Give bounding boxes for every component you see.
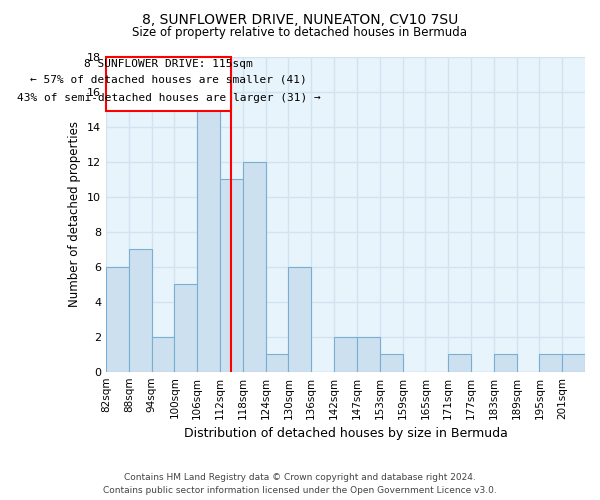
Bar bbox=[562, 354, 585, 372]
Text: 8 SUNFLOWER DRIVE: 115sqm: 8 SUNFLOWER DRIVE: 115sqm bbox=[85, 60, 253, 70]
X-axis label: Distribution of detached houses by size in Bermuda: Distribution of detached houses by size … bbox=[184, 427, 508, 440]
Bar bbox=[448, 354, 471, 372]
Text: 43% of semi-detached houses are larger (31) →: 43% of semi-detached houses are larger (… bbox=[17, 92, 320, 102]
Bar bbox=[494, 354, 517, 372]
Text: Contains HM Land Registry data © Crown copyright and database right 2024.
Contai: Contains HM Land Registry data © Crown c… bbox=[103, 474, 497, 495]
Bar bbox=[152, 336, 175, 372]
Bar bbox=[289, 266, 311, 372]
FancyBboxPatch shape bbox=[106, 56, 232, 111]
Bar bbox=[243, 162, 266, 372]
Bar bbox=[129, 249, 152, 372]
Text: ← 57% of detached houses are smaller (41): ← 57% of detached houses are smaller (41… bbox=[31, 74, 307, 85]
Bar bbox=[334, 336, 357, 372]
Bar bbox=[266, 354, 289, 372]
Text: 8, SUNFLOWER DRIVE, NUNEATON, CV10 7SU: 8, SUNFLOWER DRIVE, NUNEATON, CV10 7SU bbox=[142, 12, 458, 26]
Bar bbox=[380, 354, 403, 372]
Y-axis label: Number of detached properties: Number of detached properties bbox=[68, 121, 82, 307]
Text: Size of property relative to detached houses in Bermuda: Size of property relative to detached ho… bbox=[133, 26, 467, 39]
Bar bbox=[106, 266, 129, 372]
Bar bbox=[197, 109, 220, 372]
Bar bbox=[539, 354, 562, 372]
Bar bbox=[220, 179, 243, 372]
Bar bbox=[175, 284, 197, 372]
Bar bbox=[357, 336, 380, 372]
